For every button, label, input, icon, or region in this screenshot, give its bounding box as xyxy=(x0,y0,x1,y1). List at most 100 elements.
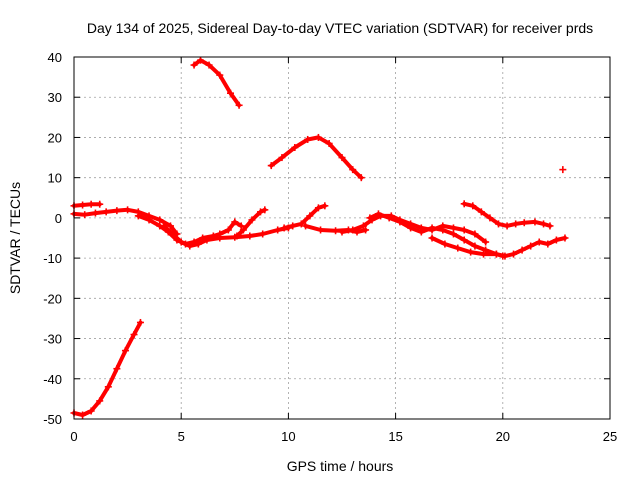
data-point xyxy=(357,174,365,182)
data-point xyxy=(246,232,254,240)
data-point xyxy=(428,234,436,242)
data-point xyxy=(96,200,104,208)
data-point xyxy=(374,210,382,218)
series-arc-12 xyxy=(366,210,507,260)
data-point xyxy=(417,228,425,236)
data-point xyxy=(561,234,569,242)
chart-title: Day 134 of 2025, Sidereal Day-to-day VTE… xyxy=(87,20,593,36)
data-point xyxy=(518,246,526,254)
data-point xyxy=(203,236,211,244)
data-point xyxy=(495,220,503,228)
data-point xyxy=(469,202,477,210)
data-point xyxy=(194,240,202,248)
y-tick-label: -40 xyxy=(43,372,62,387)
data-point xyxy=(87,200,95,208)
data-point xyxy=(237,222,245,230)
data-point xyxy=(314,204,322,212)
series-arc-8 xyxy=(233,206,269,240)
y-tick-label: -10 xyxy=(43,251,62,266)
series-line xyxy=(192,58,242,108)
data-point xyxy=(559,166,567,174)
data-point xyxy=(130,331,138,339)
data-point xyxy=(81,211,89,219)
data-point xyxy=(460,200,468,208)
y-tick-label: 0 xyxy=(55,211,62,226)
y-tick-labels: 40 30 20 10 0 -10 -20 -30 -40 -50 xyxy=(43,50,62,427)
y-tick-label: -30 xyxy=(43,332,62,347)
data-point xyxy=(205,61,213,69)
x-tick-label: 25 xyxy=(603,429,617,444)
data-point xyxy=(492,250,500,258)
series-arc-14 xyxy=(460,200,554,230)
data-point xyxy=(166,222,174,230)
data-point xyxy=(449,224,457,232)
data-point xyxy=(113,207,121,215)
data-point xyxy=(134,212,142,220)
data-point xyxy=(471,242,479,250)
data-point xyxy=(454,244,462,252)
data-point xyxy=(257,208,265,216)
y-axis-label: SDTVAR / TECUs xyxy=(7,182,23,294)
data-point xyxy=(274,226,282,234)
series-arc-1 xyxy=(70,318,144,419)
data-point xyxy=(366,214,374,222)
data-point xyxy=(546,222,554,230)
data-point xyxy=(145,216,153,224)
data-point xyxy=(227,89,235,97)
y-tick-label: -50 xyxy=(43,412,62,427)
data-point xyxy=(216,234,224,242)
data-point xyxy=(216,71,224,79)
x-tick-label: 5 xyxy=(178,429,185,444)
data-point xyxy=(396,218,404,226)
data-point xyxy=(477,208,485,216)
data-point xyxy=(338,228,346,236)
data-point xyxy=(460,236,468,244)
data-point xyxy=(544,240,552,248)
grid xyxy=(74,57,610,419)
plot-frame xyxy=(73,56,611,420)
data-point xyxy=(362,226,370,234)
data-point xyxy=(160,222,168,230)
data-point xyxy=(79,411,87,419)
series-arc-2 xyxy=(190,56,243,109)
data-point xyxy=(503,222,511,230)
series-line xyxy=(72,202,102,208)
data-point xyxy=(349,166,357,174)
data-point xyxy=(471,230,479,238)
data-point xyxy=(407,224,415,232)
series-arc-5 xyxy=(70,206,181,238)
data-point xyxy=(314,133,322,141)
data-point xyxy=(190,61,198,69)
ticks xyxy=(73,56,611,420)
data-point xyxy=(321,202,329,210)
data-point xyxy=(467,248,475,256)
data-point xyxy=(482,238,490,246)
data-point xyxy=(439,226,447,234)
data-point xyxy=(280,224,288,232)
data-point xyxy=(317,226,325,234)
data-point xyxy=(235,101,243,109)
data-point xyxy=(449,230,457,238)
data-point xyxy=(359,222,367,230)
data-point xyxy=(332,227,340,235)
data-point xyxy=(338,154,346,162)
data-point xyxy=(428,224,436,232)
data-point xyxy=(231,218,239,226)
x-tick-label: 10 xyxy=(281,429,295,444)
data-point xyxy=(512,220,520,228)
data-point xyxy=(480,250,488,258)
data-point xyxy=(79,201,87,209)
data-point xyxy=(169,230,177,238)
series-arc-9 xyxy=(280,202,329,232)
data-point xyxy=(501,252,509,260)
data-point xyxy=(460,226,468,234)
series-arc-3 xyxy=(267,133,365,182)
data-point xyxy=(540,220,548,228)
data-point xyxy=(267,162,275,170)
series-line xyxy=(72,207,179,236)
series-line xyxy=(72,320,143,417)
data-point xyxy=(96,397,104,405)
data-point xyxy=(291,144,299,151)
y-tick-label: 10 xyxy=(48,171,62,186)
